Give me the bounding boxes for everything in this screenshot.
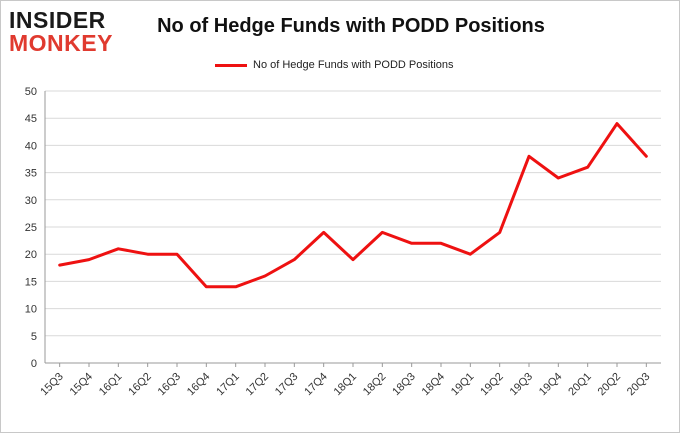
data-point [58,263,61,267]
logo-line-1: INSIDER [9,7,106,33]
y-tick-label: 5 [31,331,37,343]
data-point [175,253,179,256]
legend-swatch [215,63,247,67]
y-tick-label: 25 [25,222,37,234]
y-tick-label: 30 [25,195,37,207]
data-point [117,247,120,250]
data-point [263,274,267,278]
x-tick-label: 17Q2 [244,371,272,399]
x-tick-label: 19Q1 [449,371,477,399]
x-tick-label: 17Q3 [273,371,301,399]
data-point [146,253,149,256]
data-point [381,231,384,234]
y-tick-label: 20 [25,249,37,261]
data-point [469,253,472,256]
x-tick-label: 16Q4 [185,371,213,399]
x-tick-labels: 15Q3 15Q4 16Q1 16Q2 16Q3 16Q4 17Q1 17Q2 17Q3 17Q4… [38,371,652,399]
data-point [439,242,443,245]
data-point [498,231,501,234]
x-tick-label: 19Q4 [537,371,565,399]
x-tick-label: 16Q3 [156,371,184,399]
x-tick-label: 15Q3 [38,371,66,399]
gridlines [45,90,661,337]
data-point [586,165,589,169]
y-tick-label: 10 [25,304,37,316]
x-tick-label: 18Q4 [420,371,448,399]
data-point [205,285,208,289]
x-tick-label: 16Q1 [97,371,125,399]
y-tick-labels: 0 5 10 15 20 25 30 35 40 45 50 [25,86,37,370]
axes [44,91,661,367]
x-tick-label: 18Q2 [361,371,389,399]
x-tick-label: 15Q4 [68,371,96,399]
y-tick-label: 45 [25,113,37,125]
data-point [322,231,325,234]
x-tick-label: 17Q4 [302,371,330,399]
logo-line-2: MONKEY [9,30,113,56]
data-point [410,242,413,245]
x-tick-label: 20Q1 [566,371,594,399]
y-tick-label: 50 [25,86,37,98]
x-tick-label: 17Q1 [214,371,242,399]
data-point [645,155,648,158]
y-tick-label: 15 [25,276,37,288]
data-point [293,258,296,261]
x-tick-label: 20Q2 [596,371,624,399]
x-tick-label: 19Q3 [508,371,536,399]
data-point [615,122,619,125]
legend-label: No of Hedge Funds with PODD Positions [253,59,454,71]
x-tick-label: 18Q3 [390,371,418,399]
data-point [87,258,91,261]
data-point [557,176,560,180]
chart-title: No of Hedge Funds with PODD Positions [157,15,545,37]
data-point [234,285,237,289]
x-tick-label: 18Q1 [332,371,360,399]
data-point [527,155,531,158]
insider-monkey-logo: INSIDER MONKEY [9,9,129,55]
x-tick-label: 19Q2 [478,371,506,399]
series-lines [58,122,648,289]
x-tick-label: 16Q2 [126,371,154,399]
y-tick-label: 40 [25,140,37,152]
chart-legend: No of Hedge Funds with PODD Positions [215,57,454,73]
data-point [351,258,355,261]
x-tick-label: 20Q3 [625,371,653,399]
y-tick-label: 0 [31,358,37,370]
y-tick-label: 35 [25,168,37,180]
series-line-0 [58,122,648,289]
